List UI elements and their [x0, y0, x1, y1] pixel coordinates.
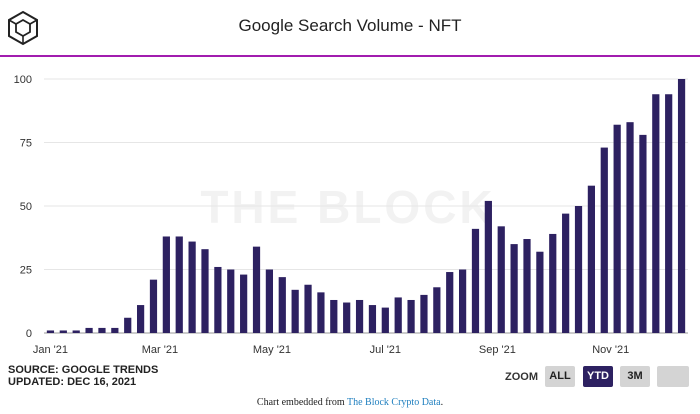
bar[interactable] — [162, 236, 170, 333]
bar[interactable] — [381, 307, 389, 333]
bar[interactable] — [574, 206, 583, 333]
bar[interactable] — [227, 269, 235, 334]
bar[interactable] — [278, 277, 286, 333]
bar[interactable] — [497, 226, 505, 333]
x-tick-label: Jul '21 — [370, 344, 401, 356]
x-axis-ticks: Jan '21 Mar '21 May '21 Jul '21 Sep '21 Nov '… — [33, 344, 629, 356]
bar[interactable] — [214, 266, 222, 333]
x-tick-label: May '21 — [253, 344, 291, 356]
bar[interactable] — [149, 279, 158, 333]
bar[interactable] — [510, 244, 518, 333]
bar[interactable] — [613, 124, 621, 333]
zoom-label: ZOOM — [505, 371, 538, 383]
bar[interactable] — [46, 330, 55, 333]
bar[interactable] — [72, 330, 80, 333]
bar[interactable] — [562, 213, 570, 333]
bar[interactable] — [136, 305, 145, 333]
embed-credit: Chart embedded from The Block Crypto Dat… — [0, 397, 700, 408]
bar[interactable] — [471, 228, 480, 333]
bar[interactable] — [523, 239, 531, 333]
bar[interactable] — [600, 147, 608, 333]
embed-prefix: Chart embedded from — [256, 397, 345, 408]
bar[interactable] — [355, 299, 364, 333]
block-cube-logo-icon — [8, 10, 38, 46]
bars[interactable] — [46, 79, 686, 334]
y-tick-label: 0 — [26, 328, 32, 340]
y-tick-label: 50 — [20, 201, 32, 213]
bar[interactable] — [59, 330, 67, 333]
bar[interactable] — [665, 94, 673, 333]
bar[interactable] — [433, 287, 441, 333]
bar[interactable] — [639, 134, 647, 333]
x-tick-label: Mar '21 — [142, 344, 178, 356]
y-axis-ticks: 0 25 50 75 100 — [14, 74, 32, 340]
watermark: THE BLOCK — [200, 181, 495, 233]
zoom-ytd-button[interactable]: YTD — [583, 366, 613, 387]
bar[interactable] — [446, 272, 454, 333]
bar[interactable] — [111, 327, 119, 333]
bar[interactable] — [201, 249, 209, 333]
bar[interactable] — [587, 185, 596, 333]
chart-title: Google Search Volume - NFT — [238, 16, 462, 35]
bar[interactable] — [626, 122, 634, 334]
x-tick-label: Nov '21 — [592, 344, 629, 356]
bar[interactable] — [304, 284, 312, 333]
bar[interactable] — [458, 269, 467, 334]
bar[interactable] — [368, 305, 377, 333]
bar-chart: THE BLOCK 0 25 50 75 100 Jan '21 Mar '21 May '… — [14, 74, 688, 356]
bar[interactable] — [124, 317, 132, 333]
bar[interactable] — [85, 327, 93, 333]
header-divider — [0, 55, 700, 57]
x-tick-label: Sep '21 — [479, 344, 516, 356]
zoom-3m-button[interactable]: 3M — [620, 366, 650, 387]
updated-text: UPDATED: DEC 16, 2021 — [8, 376, 137, 388]
bar[interactable] — [652, 94, 660, 333]
bar[interactable] — [252, 246, 261, 333]
bar[interactable] — [98, 327, 106, 333]
bar[interactable] — [677, 79, 686, 333]
bar[interactable] — [317, 292, 325, 333]
bar[interactable] — [536, 251, 544, 333]
y-tick-label: 25 — [20, 265, 32, 277]
bar[interactable] — [394, 297, 402, 333]
embed-suffix: . — [440, 397, 444, 408]
bar[interactable] — [407, 299, 415, 333]
y-tick-label: 100 — [14, 74, 32, 86]
embed-link[interactable]: The Block Crypto Data — [346, 397, 441, 408]
bar[interactable] — [330, 299, 338, 333]
zoom-extra-button[interactable] — [657, 366, 689, 387]
bar[interactable] — [240, 274, 248, 333]
y-tick-label: 75 — [20, 138, 32, 150]
bar[interactable] — [175, 236, 183, 333]
bar[interactable] — [291, 289, 299, 333]
bar[interactable] — [265, 269, 274, 334]
bar[interactable] — [549, 233, 557, 333]
bar[interactable] — [484, 200, 492, 333]
zoom-all-button[interactable]: ALL — [545, 366, 575, 387]
bar[interactable] — [420, 294, 428, 333]
bar[interactable] — [343, 302, 351, 333]
x-tick-label: Jan '21 — [33, 344, 68, 356]
bar[interactable] — [188, 241, 196, 333]
source-text: SOURCE: GOOGLE TRENDS — [8, 364, 159, 376]
